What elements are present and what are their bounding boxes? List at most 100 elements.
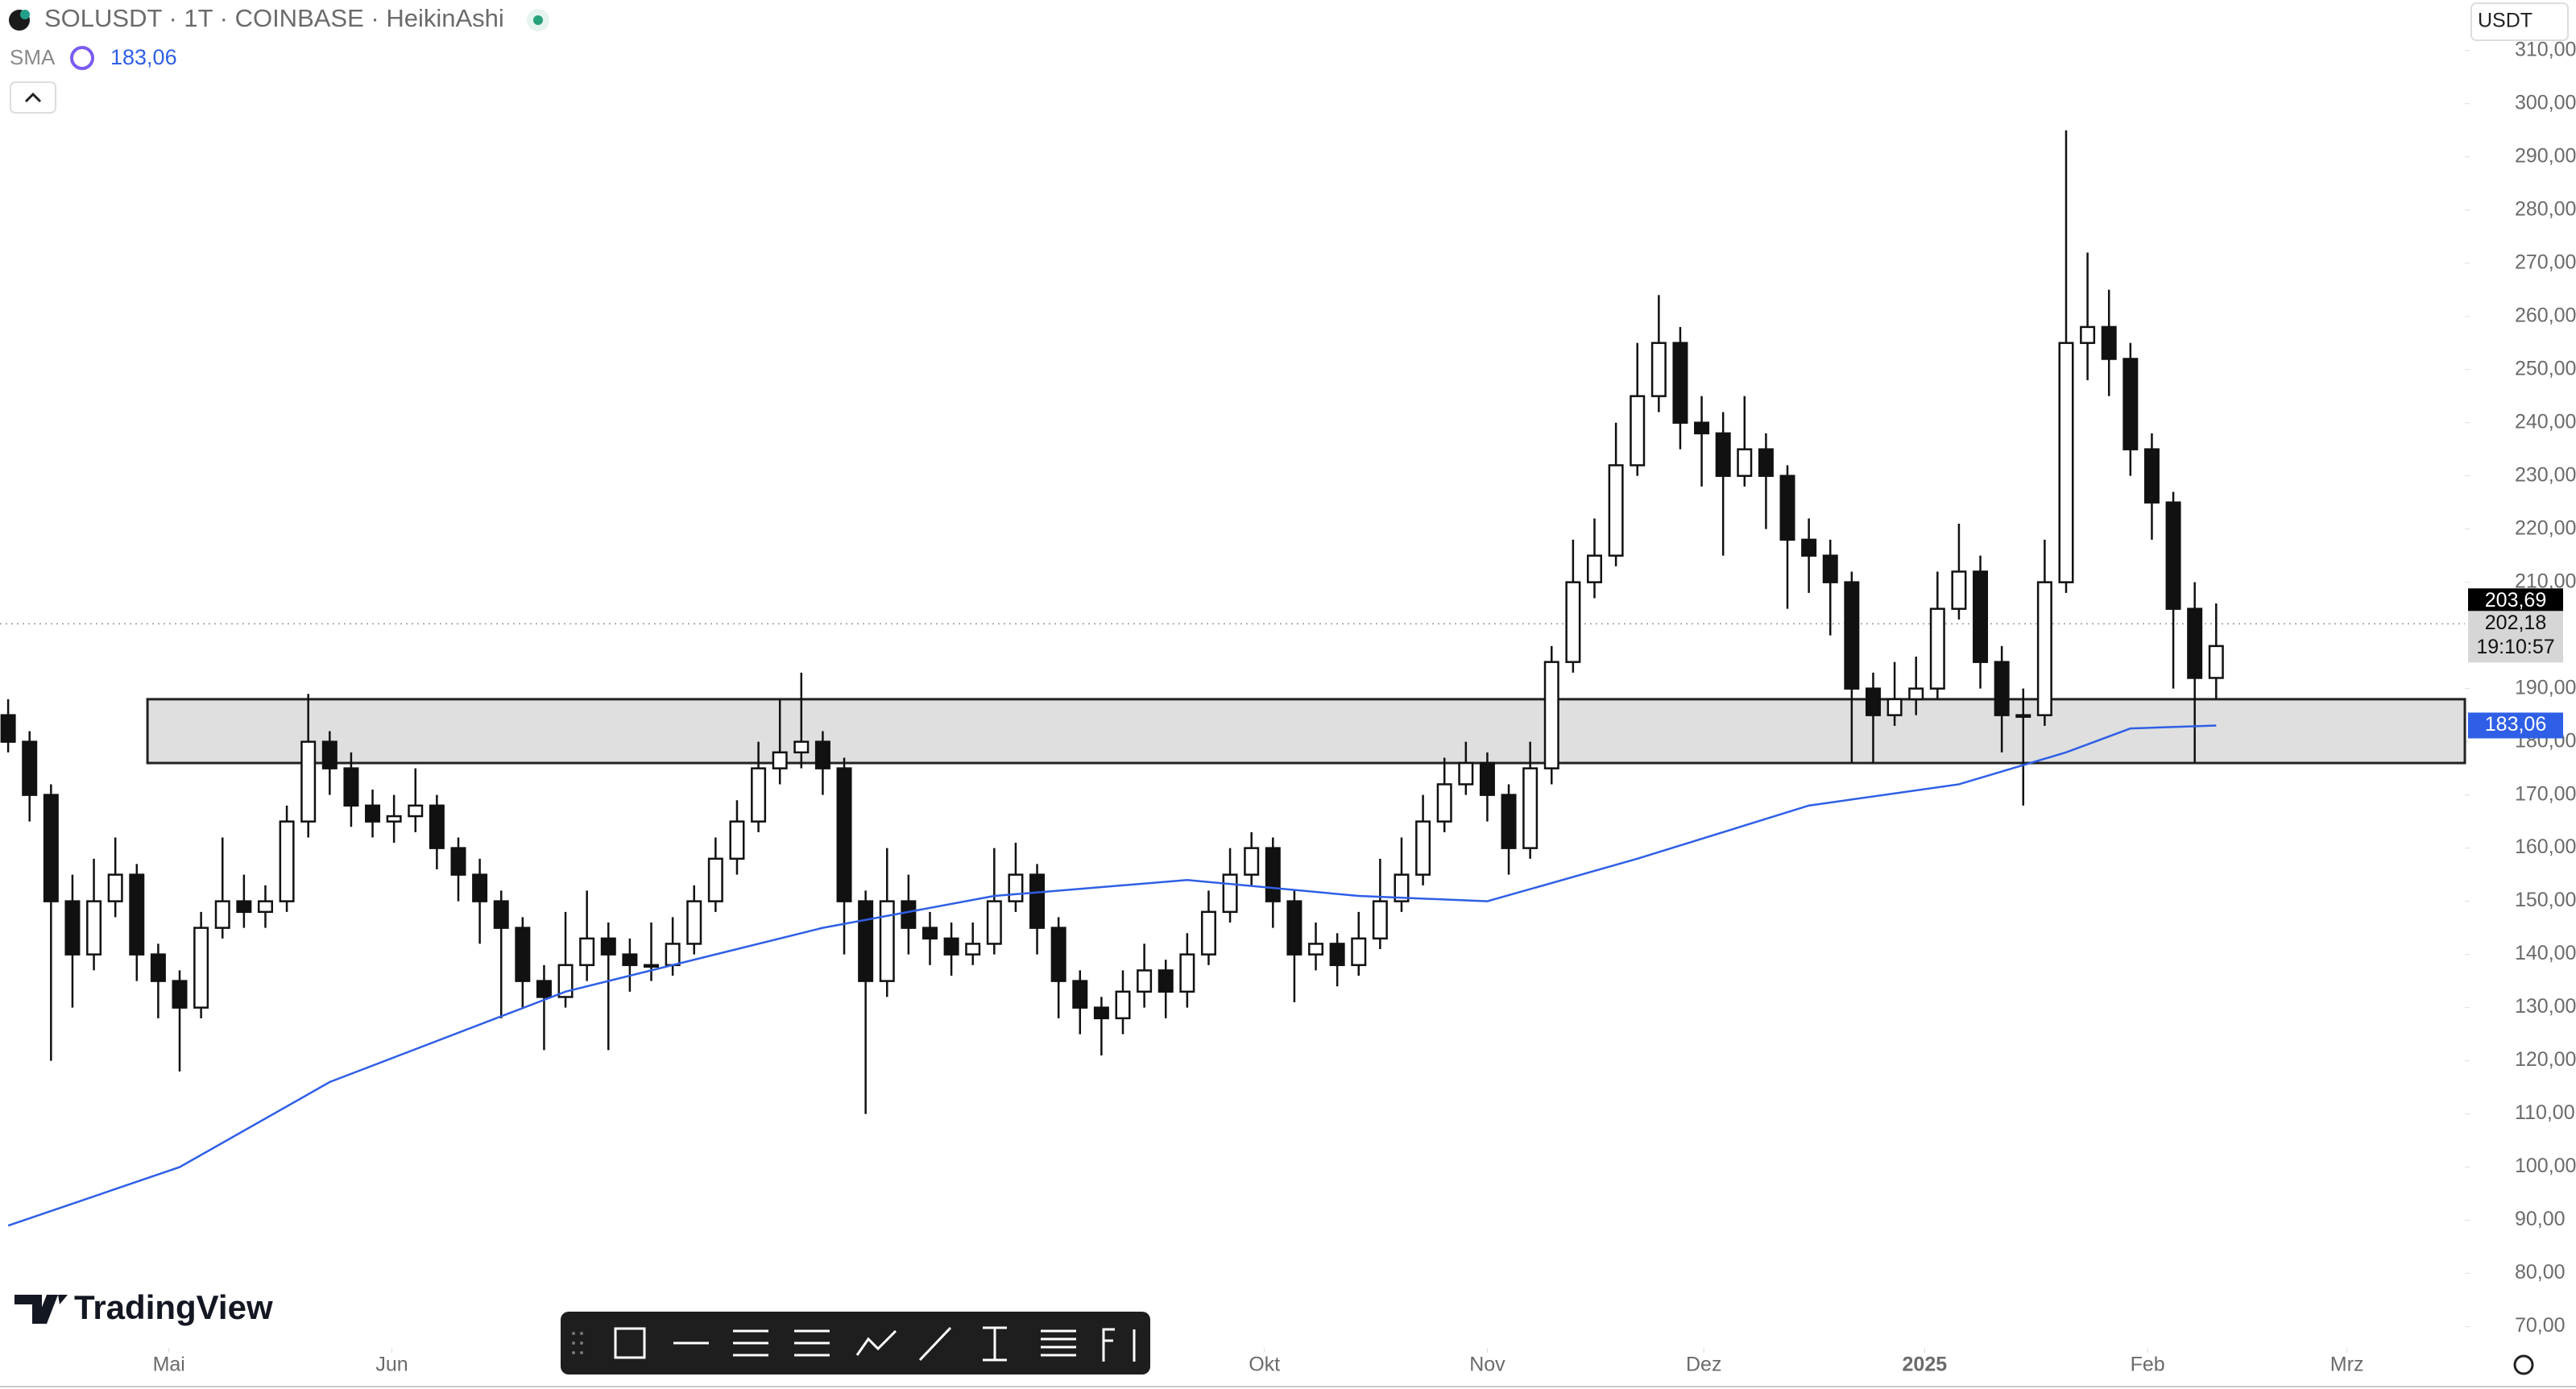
price-tag: [2468, 712, 2563, 739]
y-tick-label: 250,00: [2515, 357, 2576, 379]
candle-body: [686, 900, 702, 945]
candle-body: [1715, 432, 1731, 477]
candle-body: [665, 943, 681, 967]
indicator-value: 183,06: [110, 45, 177, 69]
drawing-toolbar: [561, 1312, 1150, 1374]
candle-body: [1929, 607, 1945, 690]
candle-body: [321, 740, 338, 769]
tool-rect[interactable]: [614, 1327, 646, 1359]
candle-body: [901, 900, 917, 929]
candle-body: [2101, 325, 2117, 360]
candle-body: [1093, 1006, 1109, 1020]
candle-body: [579, 937, 595, 967]
tool-measure[interactable]: [983, 1326, 1007, 1362]
candle-body: [836, 767, 852, 902]
candle-body: [1973, 570, 1989, 663]
candle-body: [279, 820, 295, 902]
y-tick-label: 290,00: [2515, 144, 2576, 167]
tool-more[interactable]: [1102, 1328, 1136, 1362]
price-tag-label: 202,18: [2485, 612, 2546, 634]
candle-body: [1908, 687, 1924, 701]
tool-ray[interactable]: [918, 1326, 952, 1362]
candle-body: [1951, 570, 1967, 610]
candle-body: [772, 751, 788, 769]
candle-body: [1436, 783, 1452, 823]
toolbar-bg: [561, 1312, 1150, 1374]
candle-body: [1630, 395, 1646, 466]
candle-body: [1801, 538, 1817, 557]
candle-body: [1329, 943, 1345, 967]
candle-body: [1008, 873, 1024, 902]
x-tick-label: Mai: [153, 1354, 185, 1376]
tool-fib[interactable]: [733, 1329, 768, 1357]
candle-body: [1244, 847, 1260, 876]
candle-body: [1351, 937, 1367, 967]
candle-body: [1994, 661, 2010, 716]
tool-path[interactable]: [855, 1329, 897, 1356]
candle-body: [386, 815, 402, 823]
candle-body: [536, 980, 552, 998]
candle-body: [64, 900, 81, 956]
candle-body: [472, 873, 488, 902]
y-tick-label: 220,00: [2515, 516, 2576, 539]
candle-body: [986, 900, 1002, 945]
candle-body: [1758, 448, 1774, 477]
settings-icon[interactable]: [2513, 1354, 2534, 1375]
candle-body: [1822, 554, 1838, 583]
y-tick-label: 260,00: [2515, 304, 2576, 326]
x-tick-label: Feb: [2131, 1354, 2165, 1376]
candle-body: [1543, 661, 1559, 769]
price-tag-label: 183,06: [2485, 713, 2546, 736]
candle-body: [1372, 900, 1388, 940]
x-tick-label: Jun: [375, 1354, 408, 1376]
candle-body: [2208, 645, 2224, 679]
y-tick-label: 310,00: [2515, 38, 2576, 60]
candle-body: [1072, 980, 1088, 1009]
candle-body: [1458, 761, 1474, 786]
candle-body: [214, 900, 230, 929]
candle-body: [1650, 342, 1667, 397]
brand-name: TradingView: [74, 1288, 273, 1326]
candle-body: [1415, 820, 1431, 876]
collapse-icon: [24, 92, 42, 103]
price-tag: [2468, 588, 2563, 615]
candle-body: [450, 847, 466, 876]
candle-body: [1158, 969, 1174, 993]
x-tick-label: Dez: [1686, 1354, 1721, 1376]
candle-body: [1115, 990, 1131, 1020]
currency-button[interactable]: [2470, 2, 2569, 41]
candle-body: [0, 714, 16, 743]
y-tick-label: 120,00: [2515, 1048, 2576, 1071]
tool-gann[interactable]: [1041, 1329, 1076, 1357]
y-tick-label: 130,00: [2515, 995, 2576, 1018]
candle-body: [943, 937, 959, 956]
candle-body: [1222, 873, 1238, 914]
price-tag-label: 203,69: [2485, 589, 2546, 612]
collapse-button[interactable]: [10, 81, 56, 114]
candle-body: [150, 953, 166, 982]
candle-body: [2123, 358, 2139, 450]
candle-body: [2036, 581, 2052, 716]
candle-body: [1394, 873, 1410, 902]
y-tick-label: 150,00: [2515, 889, 2576, 911]
candle-body: [707, 857, 723, 902]
candle-body: [2058, 342, 2074, 583]
candle-body: [2165, 501, 2181, 610]
candle-body: [1029, 873, 1046, 929]
candle-body: [921, 927, 938, 940]
brand-logo: [14, 1295, 68, 1324]
currency-label: USDT: [2478, 10, 2533, 32]
candle-body: [557, 964, 574, 998]
y-tick-label: 170,00: [2515, 782, 2576, 805]
tool-channel[interactable]: [794, 1329, 830, 1357]
candle-body: [1308, 943, 1324, 956]
countdown: 19:10:57: [2476, 636, 2554, 658]
candle-body: [600, 937, 616, 956]
x-tick-label: Okt: [1249, 1354, 1280, 1376]
candle-body: [1501, 794, 1517, 849]
candle-body: [1050, 927, 1066, 982]
symbol-title: SOLUSDT · 1T · COINBASE · HeikinAshi: [44, 4, 504, 32]
candle-body: [300, 740, 317, 823]
candle-body: [2080, 325, 2096, 344]
